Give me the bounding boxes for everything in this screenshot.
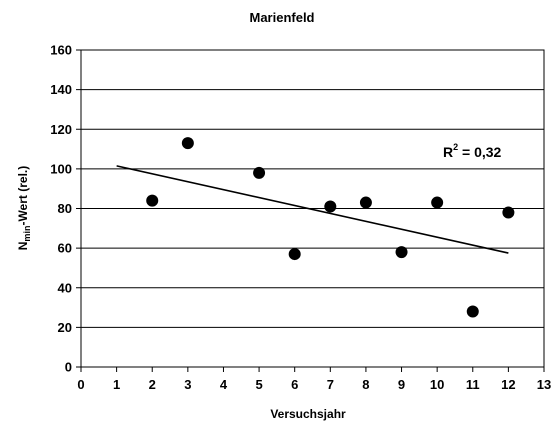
x-tick-label: 1: [113, 377, 120, 392]
data-point: [253, 166, 266, 179]
y-axis: 0 20 40 60 80 100 120 140 160: [50, 43, 81, 375]
y-tick-label: 160: [50, 43, 72, 58]
y-axis-label-rest: -Wert (rel.): [16, 166, 30, 226]
data-point: [359, 196, 372, 209]
data-points: [146, 137, 515, 318]
r-squared-value: = 0,32: [458, 144, 501, 160]
y-tick-label: 100: [50, 161, 72, 176]
x-tick-label: 7: [327, 377, 334, 392]
y-tick-label: 40: [58, 280, 72, 295]
grid-lines: [81, 89, 544, 328]
y-axis-label-subscript: min: [22, 226, 32, 242]
data-point: [324, 200, 337, 213]
y-tick-label: 120: [50, 122, 72, 137]
y-tick-label: 140: [50, 82, 72, 97]
y-axis-label: Nmin-Wert (rel.): [16, 166, 32, 250]
y-tick-label: 60: [58, 241, 72, 256]
x-tick-label: 13: [537, 377, 551, 392]
r-squared-exponent: 2: [453, 142, 458, 152]
x-tick-label: 9: [398, 377, 405, 392]
x-axis-label: Versuchsjahr: [270, 407, 346, 421]
x-tick-label: 0: [77, 377, 84, 392]
x-tick-label: 8: [362, 377, 369, 392]
data-point: [181, 137, 194, 150]
x-tick-label: 3: [184, 377, 191, 392]
data-point: [466, 305, 479, 318]
x-tick-label: 5: [255, 377, 262, 392]
x-tick-label: 12: [501, 377, 515, 392]
r-squared-annotation: R2 = 0,32: [443, 142, 502, 160]
x-tick-label: 10: [430, 377, 444, 392]
y-tick-label: 0: [65, 360, 72, 375]
data-point: [288, 248, 301, 261]
x-tick-label: 6: [291, 377, 298, 392]
r-squared-symbol: R: [443, 144, 453, 160]
data-point: [502, 206, 515, 219]
trendline: [116, 165, 509, 254]
data-point: [146, 194, 159, 207]
data-point: [395, 246, 408, 259]
data-point: [431, 196, 444, 209]
x-axis: 0 1 2 3 4 5 6 7 8 9 10 11 12 13: [77, 367, 551, 392]
y-tick-label: 20: [58, 320, 72, 335]
y-axis-label-main: N: [16, 242, 30, 251]
x-tick-label: 11: [466, 377, 480, 392]
y-tick-label: 80: [58, 201, 72, 216]
chart-title: Marienfeld: [249, 10, 314, 25]
x-tick-label: 4: [220, 377, 228, 392]
x-tick-label: 2: [149, 377, 156, 392]
